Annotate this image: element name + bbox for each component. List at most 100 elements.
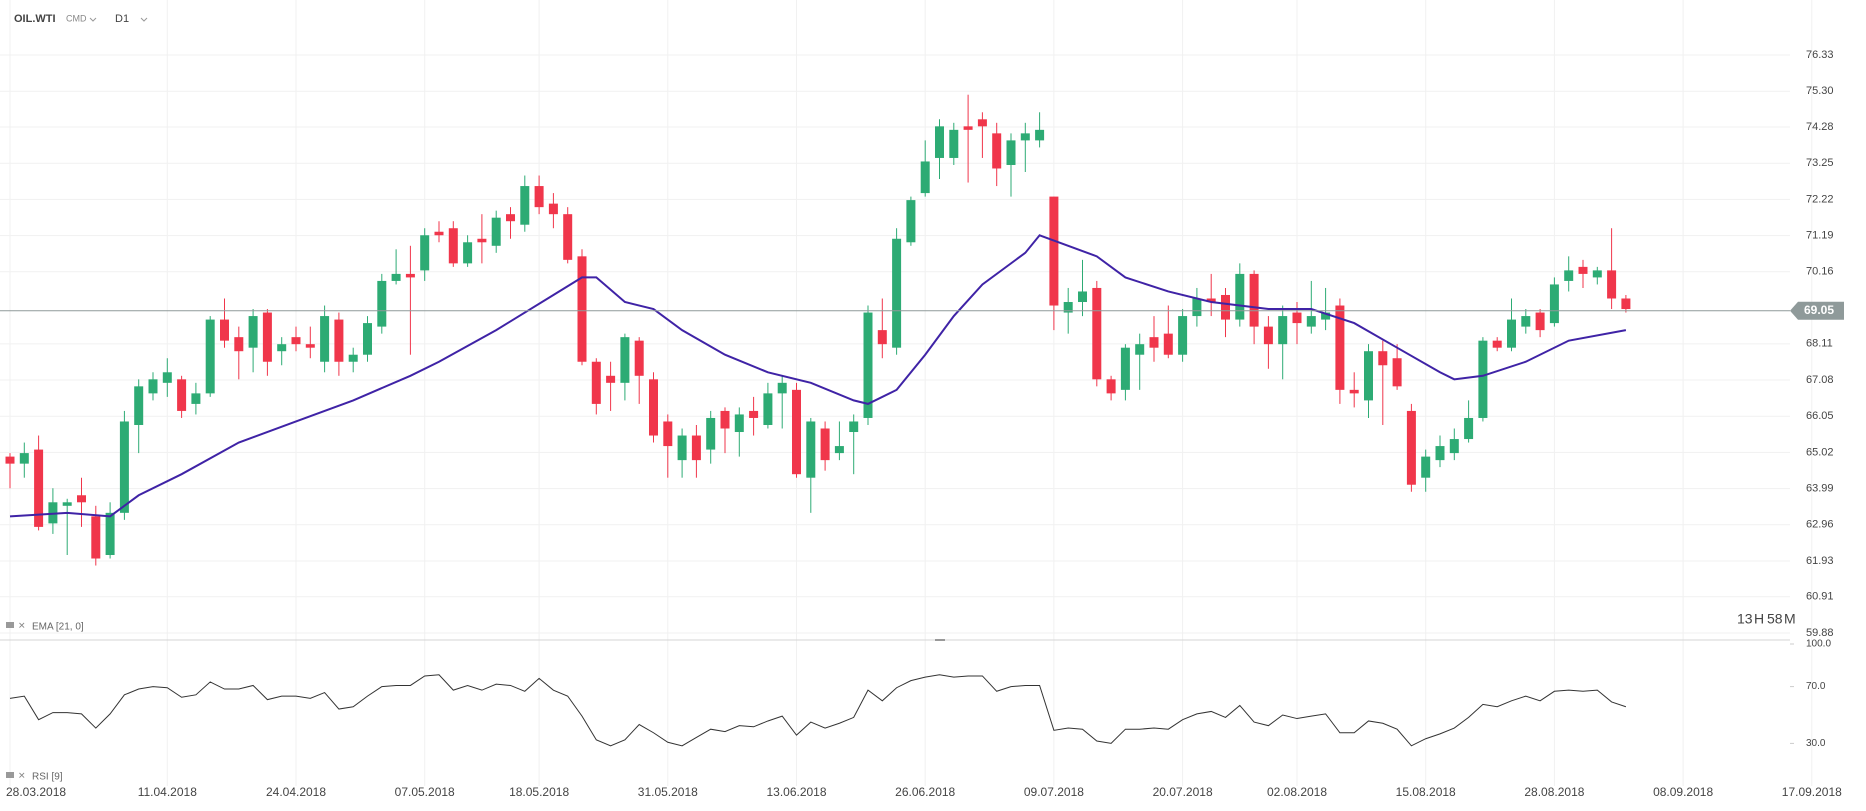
y-tick-label: 60.91 <box>1806 591 1834 603</box>
x-tick-label: 11.04.2018 <box>138 785 197 799</box>
x-tick-label: 31.05.2018 <box>638 785 698 799</box>
y-tick-label: 62.96 <box>1806 519 1834 531</box>
candle-body <box>691 435 701 461</box>
candle-body <box>1235 273 1245 320</box>
x-tick-label: 07.05.2018 <box>395 785 455 799</box>
x-tick-label: 26.06.2018 <box>895 785 955 799</box>
candle-body <box>1221 294 1230 320</box>
candle-body <box>591 361 601 404</box>
timer-h: H <box>1754 611 1764 627</box>
candle-body <box>205 319 215 394</box>
candle-body <box>992 133 1002 169</box>
candle-body <box>749 410 759 418</box>
candle-body <box>77 495 86 503</box>
candle-body <box>877 330 887 345</box>
x-tick-label: 08.09.2018 <box>1653 785 1713 799</box>
rsi-pane-icons[interactable]: ✕ <box>6 770 26 780</box>
candle-body <box>377 280 387 327</box>
pane-handle[interactable] <box>935 639 945 641</box>
candle-body <box>1135 344 1145 355</box>
candle-body <box>1206 298 1216 303</box>
x-tick-label: 13.06.2018 <box>766 785 826 799</box>
candle-body <box>448 228 458 264</box>
rsi-line <box>9 674 1627 747</box>
x-tick-label: 02.08.2018 <box>1267 785 1327 799</box>
candle-body <box>720 410 730 429</box>
candle-body <box>1435 446 1445 461</box>
timeframe-caret[interactable] <box>140 17 148 22</box>
candle-body <box>248 316 258 348</box>
y-tick-label: 76.33 <box>1806 49 1834 61</box>
x-tick-label: 18.05.2018 <box>509 785 569 799</box>
y-tick-label: 67.08 <box>1806 374 1834 386</box>
candle-body <box>391 273 401 281</box>
candle-body <box>1035 129 1045 141</box>
candle-body <box>1292 312 1302 324</box>
ema-pane-icons[interactable]: ✕ <box>6 620 26 630</box>
y-tick-label: 68.11 <box>1806 338 1833 350</box>
candle-body <box>1335 305 1345 390</box>
candle-body <box>620 337 630 383</box>
symbol[interactable]: OIL.WTI <box>14 13 56 25</box>
candle-body <box>1364 351 1373 401</box>
candle-body <box>1049 196 1059 306</box>
candle-body <box>119 421 129 513</box>
candle-body <box>777 382 787 394</box>
y-tick-label: 73.25 <box>1806 157 1834 169</box>
candle-body <box>1507 319 1516 348</box>
candle-body <box>520 186 530 225</box>
candle-body <box>563 214 573 260</box>
x-tick-label: 09.07.2018 <box>1024 785 1084 799</box>
candle-body <box>1349 389 1359 394</box>
candle-body <box>1521 316 1531 327</box>
candle-body <box>820 428 830 461</box>
x-tick-label: 24.04.2018 <box>266 785 326 799</box>
candle-body <box>1163 333 1173 355</box>
timer-minutes: 58 <box>1767 611 1783 627</box>
candle-body <box>534 186 544 208</box>
candle-body <box>177 379 187 411</box>
svg-text:✕: ✕ <box>18 770 26 780</box>
y-tick-label: 71.19 <box>1806 230 1834 242</box>
y-tick-label: 65.02 <box>1806 446 1834 458</box>
candle-body <box>963 126 973 130</box>
candle-body <box>1249 273 1259 327</box>
y-tick-label: 66.05 <box>1806 410 1834 422</box>
candle-body <box>420 235 430 271</box>
candle-body <box>577 256 587 362</box>
candle-body <box>1549 284 1559 324</box>
candle-body <box>1078 291 1087 303</box>
candle-body <box>91 516 101 559</box>
candle-body <box>463 242 473 264</box>
x-tick-label: 20.07.2018 <box>1153 785 1213 799</box>
candle-body <box>405 273 415 278</box>
price-tag <box>1790 301 1844 320</box>
y-tick-label: 74.28 <box>1806 121 1834 133</box>
candle-body <box>105 512 115 555</box>
candle-body <box>1149 337 1159 348</box>
grid <box>0 0 1813 786</box>
ema-label: EMA [21, 0] <box>32 622 84 633</box>
candle-body <box>148 379 158 394</box>
candle-body <box>434 231 444 236</box>
candle-body <box>1378 351 1388 366</box>
candle-body <box>1306 316 1316 327</box>
candle-body <box>220 319 229 341</box>
market-caret[interactable] <box>89 17 97 22</box>
candle-body <box>892 238 902 348</box>
candle-body <box>935 126 944 158</box>
candle-body <box>291 337 301 345</box>
candle-body <box>849 421 859 433</box>
candle-body <box>792 389 801 475</box>
candle-body <box>1006 140 1016 165</box>
candle-body <box>806 421 816 478</box>
timeframe[interactable]: D1 <box>115 13 129 25</box>
candle-body <box>1120 347 1130 390</box>
candle-body <box>34 449 44 527</box>
candle-body <box>1592 270 1602 278</box>
candle-body <box>305 344 315 348</box>
candle-body <box>506 214 515 222</box>
candle-body <box>1464 417 1474 440</box>
market[interactable]: CMD <box>66 13 87 23</box>
